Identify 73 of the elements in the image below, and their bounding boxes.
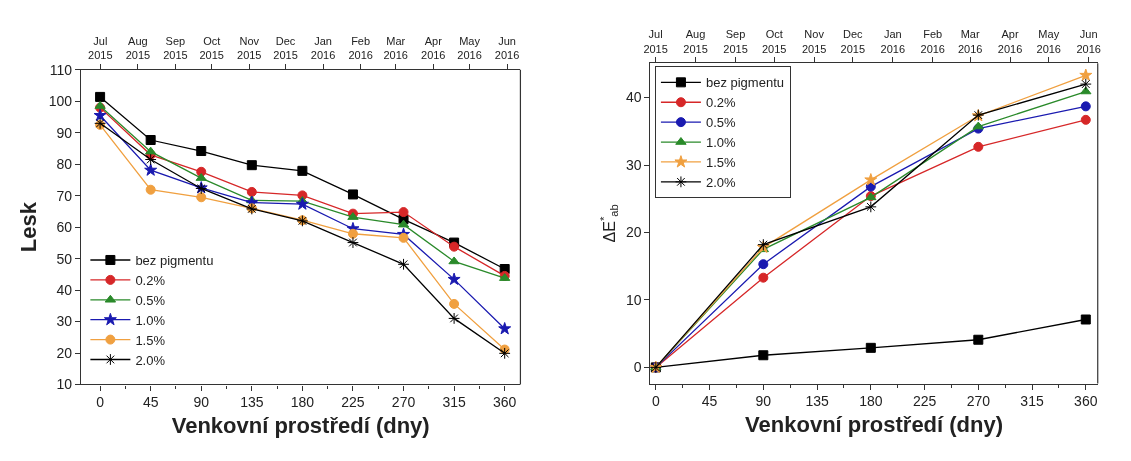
x2-tick-label: May 2016 (1036, 28, 1061, 55)
x-tick-label: 270 (391, 394, 416, 411)
x2-tick-label: Nov 2015 (237, 35, 262, 62)
y-axis-title: Lesk (15, 201, 41, 253)
x-tick-label: 315 (1020, 393, 1044, 410)
x-tick-label: 135 (240, 394, 264, 411)
x2-tick-label: Dec 2015 (273, 35, 298, 62)
x2-tick-label: May 2016 (457, 35, 482, 62)
x2-tick-label: Mar 2016 (957, 28, 983, 55)
x-tick-label: 90 (755, 393, 772, 410)
legend-label: 1.0% (705, 135, 736, 151)
y-tick-label: 30 (625, 156, 642, 173)
y-tick-label: 20 (625, 224, 642, 241)
x2-tick-label: Jun 2016 (494, 35, 520, 62)
y-tick-label: 40 (56, 281, 73, 298)
legend-label: 0.2% (705, 95, 736, 111)
y-tick-label: 40 (625, 89, 642, 106)
legend-label: 0.5% (135, 292, 166, 308)
legend-label: 0.2% (135, 272, 166, 288)
x2-tick-label: Feb 2016 (348, 35, 373, 62)
x2-tick-label: Nov 2015 (801, 28, 827, 55)
x-tick-label: 360 (1074, 393, 1098, 410)
y-tick-label: 110 (49, 61, 73, 78)
x-tick-label: 270 (966, 393, 991, 410)
y-tick-label: 30 (56, 313, 73, 330)
x2-tick-label: Oct 2015 (761, 28, 787, 55)
legend-label: 1.0% (135, 312, 166, 328)
x2-tick-label: Apr 2016 (421, 35, 446, 62)
legend-label: bez pigmentu (705, 75, 784, 91)
y-tick-label: 20 (56, 344, 73, 361)
y-tick-label: 70 (56, 187, 73, 204)
y-tick-label: 50 (56, 250, 73, 267)
x-tick-label: 90 (193, 394, 210, 411)
legend-label: 1.5% (135, 332, 166, 348)
x2-tick-label: Jul 2015 (643, 28, 668, 55)
y-tick-label: 90 (56, 124, 73, 141)
legend-label: bez pigmentu (135, 253, 214, 269)
x-tick-label: 45 (701, 393, 718, 410)
x-tick-label: 135 (805, 393, 829, 410)
x-tick-label: 45 (142, 394, 159, 411)
x2-tick-label: Apr 2016 (997, 28, 1023, 55)
legend-label: 2.0% (135, 352, 166, 368)
y-tick-label: 0 (633, 359, 642, 376)
x2-tick-label: Sep 2015 (723, 28, 748, 55)
x2-tick-label: Sep 2015 (163, 35, 188, 62)
x2-tick-label: Feb 2016 (920, 28, 945, 55)
y-tick-label: 10 (56, 376, 73, 393)
x2-tick-label: Dec 2015 (840, 28, 866, 55)
x-axis-title: Venkovní prostředí (dny) (745, 412, 1004, 438)
y-tick-label: 60 (56, 219, 73, 236)
x-tick-label: 0 (651, 393, 660, 410)
x2-tick-label: Oct 2015 (199, 35, 224, 62)
x-tick-label: 225 (341, 394, 365, 411)
x-tick-label: 0 (96, 394, 105, 411)
x-axis-title: Venkovní prostředí (dny) (171, 413, 430, 439)
x-tick-label: 315 (442, 394, 466, 411)
x2-tick-label: Mar 2016 (383, 35, 408, 62)
legend-label: 0.5% (705, 115, 736, 131)
y-tick-label: 100 (48, 93, 73, 110)
x2-tick-label: Jun 2016 (1076, 28, 1101, 55)
y-tick-label: 80 (56, 156, 73, 173)
x2-tick-label: Jul 2015 (88, 35, 113, 62)
x-tick-label: 180 (859, 393, 883, 410)
x-tick-label: 360 (493, 394, 517, 411)
x-tick-label: 225 (912, 393, 937, 410)
x2-tick-label: Aug 2015 (125, 35, 151, 62)
legend-label: 1.5% (705, 155, 736, 170)
legend-label: 2.0% (705, 174, 736, 190)
y-tick-label: 10 (625, 291, 642, 308)
x2-tick-label: Aug 2015 (683, 28, 708, 55)
x2-tick-label: Jan 2016 (310, 35, 336, 62)
x2-tick-label: Jan 2016 (880, 28, 906, 55)
x-tick-label: 180 (290, 394, 315, 411)
